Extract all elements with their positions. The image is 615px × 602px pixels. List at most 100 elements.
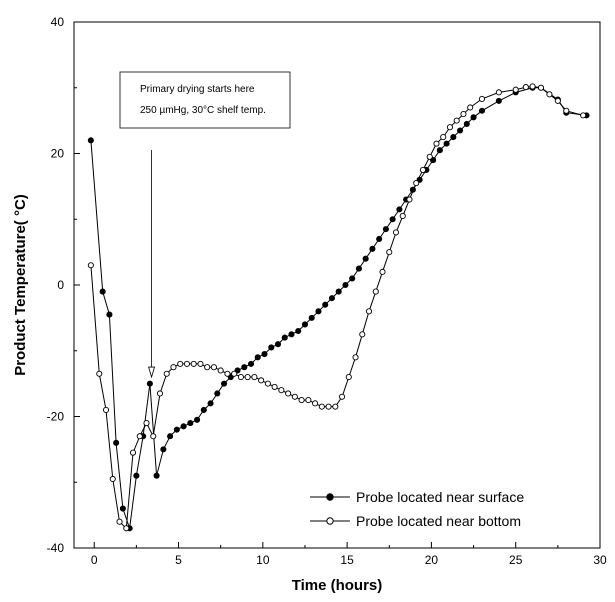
x-tick-label: 10 [256,553,270,567]
series-line [90,87,587,529]
data-point [241,364,248,371]
data-point [359,331,366,338]
data-point [450,134,457,141]
data-point [376,235,383,243]
data-point [231,370,238,377]
data-point [365,308,373,315]
data-point [254,354,261,361]
data-point [102,406,110,413]
annotation-line-1: Primary drying starts here [140,84,255,95]
data-point [106,311,113,318]
data-point [345,373,352,381]
data-point [264,380,271,387]
data-point [406,196,413,203]
data-point [446,124,454,131]
data-point [342,281,349,289]
annotation: Primary drying starts here 250 µmHg, 30°… [119,71,291,379]
data-point [123,525,130,532]
data-point [87,262,94,269]
data-point [413,180,420,187]
data-point [190,360,197,367]
annotation-box [119,71,291,129]
data-point [288,331,295,338]
data-point [173,426,180,433]
data-point [291,393,298,400]
data-point [563,107,570,114]
data-point [136,433,143,440]
y-tick-label: 0 [57,278,64,292]
data-point [537,84,545,91]
data-point [163,370,170,377]
legend-label-bottom: Probe located near bottom [356,513,521,529]
data-point [183,360,191,367]
series-surface [87,84,590,532]
data-point [470,114,477,121]
data-point [305,397,312,404]
data-point [318,403,325,410]
data-point [460,111,467,118]
series-layer [87,83,590,532]
y-tick-label: 20 [51,147,65,161]
data-point [352,354,359,361]
data-point [220,380,228,387]
data-point [463,120,470,127]
data-point [355,265,362,272]
data-point [247,360,255,367]
data-point [170,364,177,371]
data-point [167,433,174,440]
data-point [143,420,150,427]
x-tick-label: 25 [509,553,523,567]
data-point [478,95,486,102]
x-tick-label: 20 [425,553,439,567]
y-tick-label: -20 [47,410,65,424]
legend-marker-bottom [326,517,334,525]
y-axis-ticks: -40 -20 0 20 40 [47,15,80,555]
data-point [244,373,251,381]
data-point [96,370,103,377]
data-point [281,334,288,341]
data-point [379,268,386,275]
data-point [495,97,502,104]
data-point [301,321,309,328]
x-axis-label: Time (hours) [292,577,383,594]
data-point [322,301,329,308]
data-point [274,341,282,348]
data-point [389,216,396,223]
data-point [308,314,315,321]
data-point [160,446,167,453]
data-point [153,472,160,479]
data-point [129,449,137,456]
data-point [210,364,217,371]
data-point [271,383,278,390]
data-point [194,416,201,423]
data-point [207,400,214,407]
data-point [312,400,319,407]
annotation-arrow-head [148,366,156,379]
data-point [295,327,302,335]
data-point [369,245,376,252]
legend-marker-surface [326,493,334,501]
data-point [237,373,244,381]
data-point [440,134,447,141]
data-point [251,373,258,381]
data-point [197,360,204,367]
data-point [109,475,116,483]
data-point [150,433,157,440]
series-bottom [87,83,587,532]
data-point [349,275,356,282]
data-point [99,288,106,295]
data-point [328,295,335,302]
data-point [214,390,221,397]
data-point [146,380,153,387]
data-point [332,403,339,410]
x-tick-label: 15 [340,553,354,567]
data-point [156,390,164,397]
data-point [217,367,224,374]
data-point [133,472,140,479]
data-point [546,91,553,98]
data-point [529,83,536,90]
data-point [258,377,265,384]
data-point [116,518,123,525]
data-point [285,390,292,397]
x-tick-label: 30 [593,553,607,567]
